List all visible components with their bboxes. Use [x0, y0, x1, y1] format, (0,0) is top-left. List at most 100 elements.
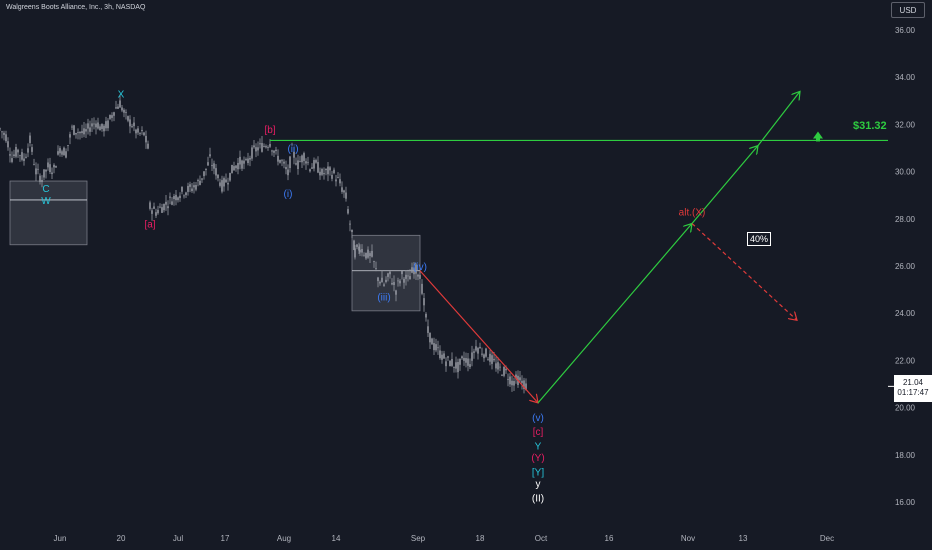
wave-label: [c] [533, 427, 544, 438]
candle-body [323, 173, 325, 175]
candle-body [455, 362, 457, 369]
wave-label: (iii) [377, 293, 390, 304]
candle-body [83, 128, 85, 135]
range-box [9, 180, 88, 246]
candle-body [107, 120, 109, 129]
candle-body [183, 195, 185, 197]
candle-body [471, 352, 473, 361]
candle-body [285, 167, 287, 170]
candle-body [85, 129, 87, 132]
candle-body [499, 366, 501, 368]
candle-body [317, 162, 319, 173]
candle-body [117, 106, 119, 109]
candle-body [205, 168, 207, 170]
candle-body [427, 326, 429, 333]
candle-body [271, 150, 273, 152]
y-tick-label: 18.00 [895, 451, 916, 460]
candle-body [139, 133, 141, 134]
candle-body [495, 363, 497, 369]
last-price-value: 21.04 [902, 378, 924, 387]
candle-body [365, 252, 367, 259]
candle-body [171, 201, 173, 205]
x-tick-label: Jul [173, 534, 183, 543]
candle-body [445, 361, 447, 367]
wave-label: W [41, 196, 51, 207]
candle-body [405, 274, 407, 279]
candle-body [431, 338, 433, 345]
projection-segment [537, 224, 692, 404]
candle-body [257, 147, 259, 151]
y-tick-label: 26.00 [895, 262, 916, 271]
candle-body [321, 168, 323, 175]
candle-body [467, 358, 469, 366]
candle-body [57, 151, 59, 155]
candle-body [93, 123, 95, 125]
candle-body [523, 380, 525, 389]
candle-body [17, 149, 19, 153]
candle-body [167, 206, 169, 209]
candle-body [369, 253, 371, 257]
candle-body [358, 246, 360, 251]
candle-body [65, 151, 67, 158]
candle-body [237, 162, 239, 170]
candle-body [135, 129, 137, 134]
candle-body [177, 197, 179, 201]
candle-body [307, 162, 309, 164]
candle-body [345, 192, 347, 199]
candle-body [371, 250, 373, 257]
candle-body [453, 366, 455, 368]
wave-label: (i) [284, 189, 293, 200]
candle-body [423, 298, 425, 306]
candle-body [447, 356, 449, 358]
y-tick-label: 20.00 [895, 404, 916, 413]
y-tick-label: 22.00 [895, 356, 916, 365]
x-tick-label: 13 [739, 534, 748, 543]
wave-label: alt.(X) [679, 208, 706, 219]
candle-body [225, 179, 227, 183]
candle-body [23, 158, 25, 161]
candle-body [79, 131, 81, 134]
candle-body [3, 132, 5, 135]
candle-body [111, 115, 113, 118]
candle-body [293, 151, 295, 158]
candle-body [159, 206, 161, 208]
candle-body [249, 157, 251, 160]
x-tick-label: Sep [411, 534, 426, 543]
candle-body [19, 155, 21, 157]
candle-body [203, 171, 205, 177]
candle-body [379, 281, 381, 284]
candle-body [21, 152, 23, 160]
candle-body [229, 172, 231, 181]
candle-body [115, 107, 117, 109]
candle-body [351, 229, 353, 233]
y-tick-label: 36.00 [895, 26, 916, 35]
candle-body [473, 351, 475, 353]
candle-body [147, 143, 149, 149]
x-tick-label: Jun [54, 534, 67, 543]
candle-body [243, 160, 245, 164]
candle-body [1, 131, 3, 133]
x-tick-label: 16 [605, 534, 614, 543]
candle-body [273, 150, 275, 153]
candle-body [231, 164, 233, 174]
candle-body [155, 212, 157, 216]
candle-body [233, 166, 235, 171]
candle-body [91, 123, 93, 127]
candle-body [55, 166, 57, 168]
candle-body [289, 156, 291, 168]
candle-body [463, 357, 465, 361]
candle-body [383, 284, 385, 286]
candle-body [425, 313, 427, 318]
candle-body [123, 109, 125, 113]
candle-body [103, 125, 105, 132]
candle-body [221, 180, 223, 192]
candle-body [421, 283, 423, 294]
candle-body [95, 123, 97, 128]
currency-button[interactable]: USD [891, 2, 925, 18]
candle-body [47, 162, 49, 168]
candle-body [81, 131, 83, 134]
candle-body [385, 279, 387, 283]
x-tick-label: 17 [221, 534, 230, 543]
candle-body [363, 254, 365, 256]
